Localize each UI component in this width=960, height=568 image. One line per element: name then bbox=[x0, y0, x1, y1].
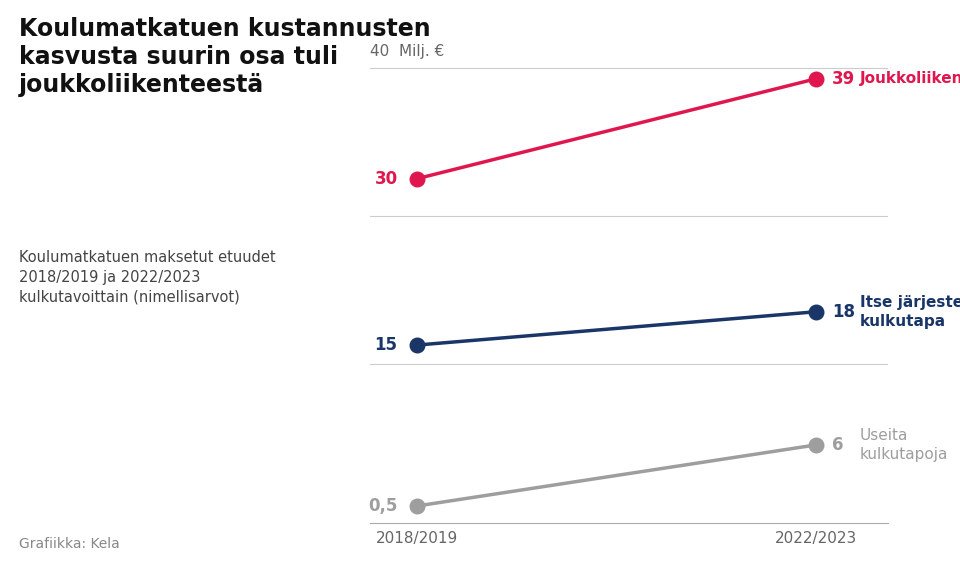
Text: 39: 39 bbox=[832, 70, 855, 87]
Text: Grafiikka: Kela: Grafiikka: Kela bbox=[19, 537, 120, 551]
Text: Koulumatkatuen maksetut etuudet
2018/2019 ja 2022/2023
kulkutavoittain (nimellis: Koulumatkatuen maksetut etuudet 2018/201… bbox=[19, 250, 276, 304]
Point bbox=[808, 307, 824, 316]
Point bbox=[410, 502, 425, 511]
Text: 18: 18 bbox=[832, 303, 855, 321]
Text: Itse järjestetty
kulkutapa: Itse järjestetty kulkutapa bbox=[860, 295, 960, 328]
Text: 0,5: 0,5 bbox=[368, 497, 397, 515]
Text: 6: 6 bbox=[832, 436, 844, 454]
Point bbox=[410, 174, 425, 183]
Text: Koulumatkatuen kustannusten
kasvusta suurin osa tuli
joukkoliikenteestä: Koulumatkatuen kustannusten kasvusta suu… bbox=[19, 17, 431, 97]
Point bbox=[808, 440, 824, 449]
Text: Useita
kulkutapoja: Useita kulkutapoja bbox=[860, 428, 948, 462]
Point bbox=[410, 340, 425, 349]
Text: 40  Milj. €: 40 Milj. € bbox=[370, 44, 444, 59]
Point bbox=[808, 74, 824, 83]
Text: Joukkoliikenne: Joukkoliikenne bbox=[860, 71, 960, 86]
Text: 30: 30 bbox=[374, 170, 397, 187]
Text: 15: 15 bbox=[374, 336, 397, 354]
